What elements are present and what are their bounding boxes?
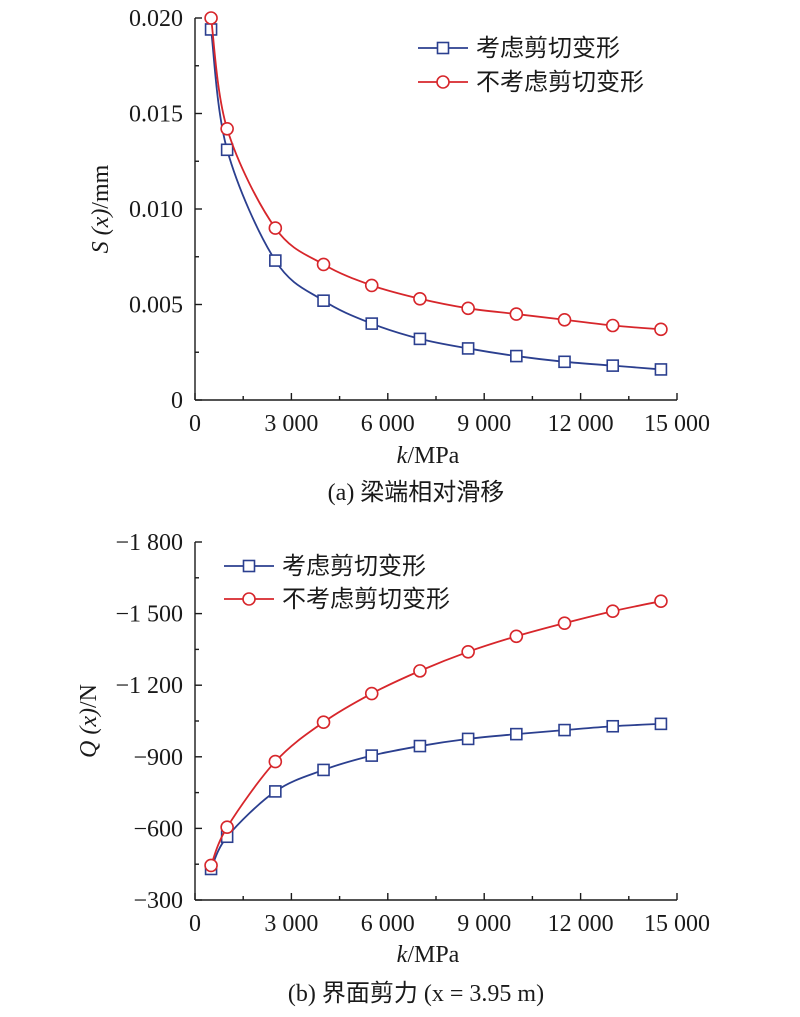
- x-tick-label: 9 000: [457, 411, 511, 437]
- data-point-square: [365, 317, 379, 330]
- data-point-circle: [364, 686, 379, 701]
- series-line-no-shear: [210, 17, 662, 331]
- data-point-circle: [316, 715, 331, 729]
- y-tick-label: 0.015: [129, 102, 183, 128]
- x-tick-label: 12 000: [548, 911, 614, 937]
- y-tick-label: 0: [171, 388, 183, 414]
- data-point-circle: [220, 121, 234, 136]
- data-point-circle: [204, 11, 218, 25]
- data-point-square: [558, 355, 571, 369]
- y-tick-label: −900: [133, 745, 183, 771]
- x-tick-label: 6 000: [361, 911, 415, 937]
- chart-panel-b: 0 3 000 6 000 9 000 12 000 15 000 −300 −600 −900…: [76, 530, 710, 1007]
- data-point-circle: [204, 858, 218, 873]
- y-tick-label: −1 800: [115, 530, 183, 556]
- data-point-square: [269, 785, 282, 798]
- data-point-circle: [413, 664, 427, 678]
- y-tick-label: −1 500: [115, 602, 183, 628]
- data-point-square: [365, 749, 379, 762]
- data-point-circle: [605, 318, 620, 333]
- data-point-circle: [268, 754, 283, 769]
- legend-label: 不考虑剪切变形: [476, 68, 644, 96]
- data-point-square: [654, 363, 668, 376]
- chart-panel-a: 0 3 000 6 000 9 000 12 000 15 000 0 0.005 0.010 0…: [88, 6, 710, 506]
- x-tick-label: 12 000: [548, 411, 614, 437]
- y-axis-title: Q (x)/N: [76, 684, 102, 758]
- legend-label: 考虑剪切变形: [476, 34, 620, 62]
- data-point-circle: [461, 301, 475, 316]
- data-point-circle: [509, 307, 524, 321]
- chart-caption: (b) 界面剪力 (x = 3.95 m): [288, 980, 544, 1007]
- data-point-circle: [509, 629, 524, 644]
- legend-circle-icon: [436, 75, 450, 89]
- data-point-circle: [654, 594, 668, 608]
- x-tick-label: 0: [189, 411, 201, 437]
- data-point-circle: [654, 322, 668, 337]
- data-point-circle: [605, 604, 620, 619]
- data-point-square: [461, 342, 475, 355]
- y-tick-label: −1 200: [115, 673, 183, 699]
- data-point-square: [510, 727, 523, 741]
- data-point-square: [317, 294, 330, 307]
- y-axis-title: S (x)/mm: [88, 164, 114, 253]
- chart-caption: (a) 梁端相对滑移: [328, 479, 505, 506]
- data-point-square: [606, 359, 620, 372]
- data-point-circle: [364, 278, 379, 293]
- y-tick-label: 0.005: [129, 293, 183, 319]
- legend-label: 不考虑剪切变形: [282, 585, 450, 613]
- x-tick-label: 15 000: [644, 911, 710, 937]
- x-tick-label: 9 000: [457, 911, 511, 937]
- data-point-square: [606, 719, 620, 733]
- y-tick-label: −600: [133, 816, 183, 842]
- x-tick-label: 6 000: [361, 411, 415, 437]
- legend-circle-icon: [242, 592, 256, 606]
- x-tick-label: 15 000: [644, 411, 710, 437]
- data-point-circle: [557, 312, 572, 327]
- data-point-circle: [268, 221, 283, 235]
- legend-label: 考虑剪切变形: [282, 552, 426, 580]
- y-tick-label: −300: [133, 888, 183, 914]
- x-axis-title: k/MPa: [397, 942, 460, 968]
- data-point-square: [461, 732, 475, 746]
- data-point-circle: [557, 616, 572, 630]
- data-point-square: [510, 349, 523, 363]
- y-tick-label: 0.010: [129, 197, 183, 223]
- data-point-square: [269, 254, 282, 267]
- data-point-square: [558, 723, 571, 737]
- data-point-square: [413, 739, 427, 753]
- legend-square-icon: [242, 559, 256, 573]
- data-point-circle: [461, 644, 475, 659]
- data-point-circle: [220, 820, 234, 835]
- data-point-square: [317, 763, 330, 777]
- data-point-circle: [413, 291, 427, 306]
- data-point-square: [413, 332, 427, 346]
- data-point-circle: [316, 257, 331, 272]
- x-tick-label: 0: [189, 911, 201, 937]
- series-line-no-shear: [210, 600, 662, 866]
- x-axis-title: k/MPa: [397, 443, 460, 469]
- legend-square-icon: [436, 41, 450, 55]
- y-tick-label: 0.020: [129, 6, 183, 32]
- x-tick-label: 3 000: [264, 911, 318, 937]
- x-tick-label: 3 000: [264, 411, 318, 437]
- data-point-square: [654, 717, 668, 731]
- data-point-square: [220, 143, 234, 157]
